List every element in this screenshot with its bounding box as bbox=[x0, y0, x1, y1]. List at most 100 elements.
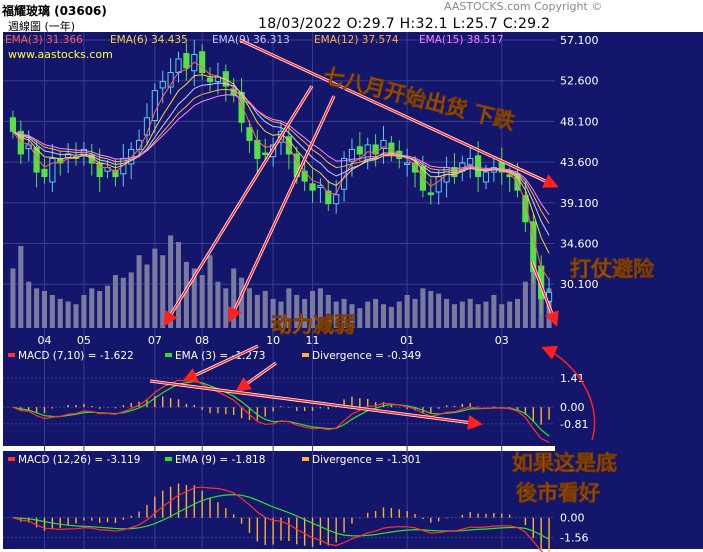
price-panel-bg bbox=[3, 32, 555, 328]
volume-bar bbox=[136, 255, 142, 328]
volume-bar bbox=[349, 304, 355, 328]
trend-arrow-top bbox=[239, 39, 559, 188]
candle-body bbox=[356, 146, 363, 155]
candle-body bbox=[285, 136, 292, 155]
candle-body bbox=[183, 53, 190, 69]
candle-body bbox=[474, 155, 482, 178]
volume-bar bbox=[436, 293, 442, 328]
volume-bar bbox=[73, 304, 79, 328]
macd-legend-item: EMA (3) = -1.273 bbox=[175, 350, 265, 362]
volume-bar bbox=[278, 301, 284, 328]
volume-bar bbox=[239, 277, 245, 328]
price-axis-label: 52.600 bbox=[560, 75, 599, 88]
x-axis-bg bbox=[3, 328, 555, 346]
volume-bar bbox=[254, 294, 260, 328]
candle-body bbox=[301, 170, 308, 182]
volume-bar bbox=[105, 285, 111, 328]
candle-body bbox=[25, 144, 32, 150]
macd-legend-swatch bbox=[165, 353, 172, 357]
volume-bar bbox=[388, 306, 394, 328]
volume-bar bbox=[428, 290, 434, 328]
volume-bar bbox=[499, 304, 505, 328]
weakening-arrow-1 bbox=[163, 85, 313, 327]
volume-bar bbox=[207, 255, 213, 328]
volume-bar bbox=[325, 294, 331, 328]
volume-bar bbox=[120, 277, 126, 328]
candle-body bbox=[325, 190, 332, 205]
macd-axis-label: 1.41 bbox=[560, 372, 585, 385]
macd-arrow-2 bbox=[235, 362, 277, 392]
macd-legend-swatch bbox=[302, 457, 309, 461]
volume-bar bbox=[128, 272, 134, 328]
volume-bar bbox=[183, 261, 189, 328]
macd-legend-swatch bbox=[165, 457, 172, 461]
macd2-panel-bg bbox=[3, 451, 555, 549]
watermark-text: www.aastocks.com bbox=[8, 48, 113, 61]
volume-bar bbox=[341, 298, 347, 328]
price-axis-label: 30.100 bbox=[560, 278, 599, 291]
candle-body bbox=[309, 183, 316, 191]
volume-bar bbox=[112, 275, 118, 328]
volume-bar bbox=[467, 298, 473, 328]
macd-axis-label: 0.00 bbox=[560, 401, 585, 414]
volume-bar bbox=[475, 304, 481, 328]
volume-bar bbox=[365, 301, 371, 328]
candle-body bbox=[348, 148, 356, 162]
weakening-arrow-2 bbox=[228, 95, 335, 323]
candle-body bbox=[388, 142, 395, 155]
volume-bar bbox=[270, 298, 276, 328]
volume-bar bbox=[317, 288, 323, 328]
macd-axis-label: 0.00 bbox=[560, 512, 585, 525]
volume-bar bbox=[483, 301, 489, 328]
volume-bar bbox=[10, 268, 16, 328]
volume-bar bbox=[199, 275, 205, 328]
chart-period: 週線圖 (一年) bbox=[8, 20, 76, 33]
candle-body bbox=[112, 169, 119, 178]
volume-bar bbox=[396, 301, 402, 328]
volume-bar bbox=[357, 308, 363, 328]
ema-line bbox=[12, 94, 550, 216]
annotation-right: 打仗避险 bbox=[570, 257, 655, 281]
macd-axis-label: -1.56 bbox=[560, 531, 588, 544]
candle-body bbox=[522, 195, 529, 223]
candle-body bbox=[372, 144, 379, 155]
candle-body bbox=[380, 139, 387, 150]
quote-stats: 18/03/2022 O:29.7 H:32.1 L:25.7 C:29.2 bbox=[258, 16, 551, 32]
candle-body bbox=[9, 117, 17, 132]
volume-bar bbox=[223, 288, 229, 328]
copyright-text: AASTOCKS.com Copyright © bbox=[444, 0, 603, 13]
drop-arrow bbox=[531, 261, 559, 327]
price-axis-label: 43.600 bbox=[560, 156, 599, 169]
ema-legend-item: EMA(9) 36.313 bbox=[212, 34, 290, 46]
candle-body bbox=[175, 58, 182, 74]
candle-body bbox=[254, 139, 261, 159]
axis-panel-bg bbox=[555, 32, 703, 549]
macd-legend-item: EMA (9) = -1.818 bbox=[175, 454, 265, 466]
volume-bar bbox=[144, 264, 150, 328]
ema-legend-item: EMA(12) 37.574 bbox=[314, 34, 399, 46]
candle-body bbox=[435, 176, 442, 193]
volume-bar bbox=[49, 294, 55, 328]
x-axis-label: 10 bbox=[266, 334, 280, 347]
volume-bar bbox=[191, 268, 197, 328]
ema-legend-item: EMA(6) 34.435 bbox=[110, 34, 188, 46]
price-axis-label: 34.600 bbox=[560, 238, 599, 251]
ema-legend-item: EMA(15) 38.517 bbox=[419, 34, 504, 46]
volume-bar bbox=[26, 281, 32, 328]
volume-bar bbox=[152, 248, 158, 328]
macd-legend-swatch bbox=[302, 353, 309, 357]
price-axis-label: 57.100 bbox=[560, 34, 599, 47]
macd1-panel-bg bbox=[3, 346, 555, 446]
volume-bar bbox=[507, 301, 513, 328]
volume-bar bbox=[57, 298, 63, 328]
macd-legend-item: MACD (12,26) = -3.119 bbox=[18, 454, 140, 466]
volume-bar bbox=[310, 290, 316, 328]
volume-bar bbox=[451, 304, 457, 328]
candle-body bbox=[206, 77, 214, 83]
volume-bar bbox=[262, 290, 268, 328]
volume-bar bbox=[333, 301, 339, 328]
candle-body bbox=[41, 168, 48, 178]
volume-bar bbox=[522, 281, 528, 328]
candle-body bbox=[404, 162, 411, 166]
